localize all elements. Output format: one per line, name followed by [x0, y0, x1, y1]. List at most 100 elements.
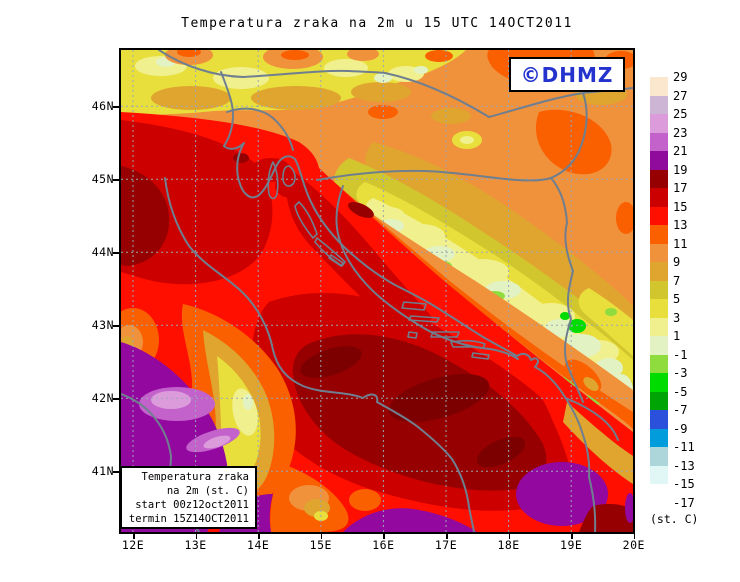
lon-axis-label: 13E [184, 538, 207, 552]
island-outline [267, 161, 279, 200]
colorbar-swatch [650, 280, 668, 299]
colorbar-swatch [650, 151, 668, 170]
colorbar-swatch [650, 299, 668, 318]
region-fill [431, 108, 471, 124]
info-line: na 2m (st. C) [166, 485, 249, 497]
colorbar-tick-label: 13 [673, 218, 688, 232]
colorbar-tick-label: 9 [673, 255, 681, 269]
colorbar-tick-label: 15 [673, 199, 688, 214]
region-fill [349, 489, 381, 511]
dhmz-badge-label: ©DHMZ [520, 62, 614, 87]
region-fill [300, 346, 362, 378]
map-svg [121, 50, 633, 532]
region-fill [251, 86, 341, 110]
colorbar-swatch [650, 206, 668, 225]
lat-axis-label: 41N [91, 464, 114, 479]
region-fill [286, 168, 433, 338]
region-fill [583, 377, 599, 391]
country-border [335, 185, 519, 360]
island-outline [408, 315, 440, 323]
lat-tick [113, 106, 119, 108]
region-fill [578, 288, 633, 356]
colorbar-tick-label: -3 [673, 366, 688, 380]
lon-tick [633, 534, 636, 539]
island-outline [471, 352, 490, 360]
colorbar-swatch [650, 225, 668, 244]
country-border [220, 71, 235, 147]
region-fill [203, 435, 231, 449]
region-fill [516, 462, 608, 526]
region-fill [476, 436, 526, 468]
map-frame [119, 48, 635, 534]
region-fill [535, 109, 612, 175]
lat-tick [113, 471, 119, 473]
lon-axis-label: 12E [121, 538, 145, 552]
colorbar-swatch [650, 169, 668, 188]
lon-axis-label: 14E [247, 538, 270, 552]
colorbar-swatch [650, 114, 668, 133]
island-outline [450, 339, 486, 349]
colorbar-tick-label: 1 [673, 329, 681, 343]
colorbar-tick-label: 27 [673, 88, 688, 103]
colorbar-swatch [650, 95, 668, 114]
region-fill [151, 86, 231, 110]
islands [267, 161, 490, 360]
colorbar-swatch [650, 77, 668, 96]
island-outline [294, 201, 318, 239]
country-borders [121, 50, 633, 532]
region-fill [243, 394, 253, 410]
region-fill [343, 508, 477, 532]
colorbar-swatch [650, 465, 668, 484]
island-outline [407, 331, 418, 339]
island-outline [328, 254, 344, 267]
lat-axis-label: 44N [91, 245, 114, 260]
region-fill [388, 374, 490, 422]
colorbar-swatches [650, 77, 668, 503]
colorbar-tick-label: 17 [673, 181, 688, 195]
country-border [316, 169, 584, 403]
island-outline [430, 331, 460, 338]
dhmz-badge: ©DHMZ [509, 57, 625, 92]
island-outline [401, 301, 427, 311]
region-fill [319, 168, 633, 429]
colorbar-swatch [650, 317, 668, 336]
region-fill [460, 136, 474, 144]
lon-axis-label: 15E [309, 538, 332, 552]
lon-axis-label: 18E [497, 538, 520, 552]
country-border [550, 92, 588, 179]
colorbar-swatch [650, 188, 668, 207]
region-fill [579, 503, 633, 532]
region-fill [177, 50, 201, 57]
lon-axis-label: 17E [434, 538, 458, 552]
region-fill [563, 402, 633, 484]
country-border [158, 50, 633, 118]
island-outline [282, 165, 296, 187]
region-fill [351, 82, 411, 102]
colorbar-tick-label: -7 [673, 403, 688, 417]
page-title: Temperatura zraka na 2m u 15 UTC 14OCT20… [181, 16, 573, 31]
colorbar-swatch [650, 428, 668, 447]
colorbar-swatch [650, 373, 668, 392]
colorbar-tick-label: -5 [673, 384, 688, 399]
region-fill [625, 493, 633, 523]
colorbar-tick-label: 19 [673, 162, 688, 177]
region-fill [324, 59, 368, 77]
colorbar-tick-label: 7 [673, 273, 681, 288]
lon-tick [195, 534, 198, 539]
colorbar-tick-label: 5 [673, 292, 681, 306]
colorbar-tick-label: 23 [673, 125, 688, 140]
lon-axis-label: 19E [560, 538, 583, 552]
colorbar-tick-label: 29 [673, 70, 688, 84]
region-fill [568, 319, 586, 333]
region-fill [414, 66, 428, 74]
lon-axis-label: 16E [372, 538, 395, 552]
region-fill [605, 308, 617, 316]
lat-axis-label: 45N [91, 172, 114, 187]
lon-tick [446, 534, 448, 539]
coastline [164, 177, 475, 532]
region-fill [213, 67, 269, 89]
colorbar-swatch [650, 484, 668, 503]
region-fill [326, 175, 633, 418]
